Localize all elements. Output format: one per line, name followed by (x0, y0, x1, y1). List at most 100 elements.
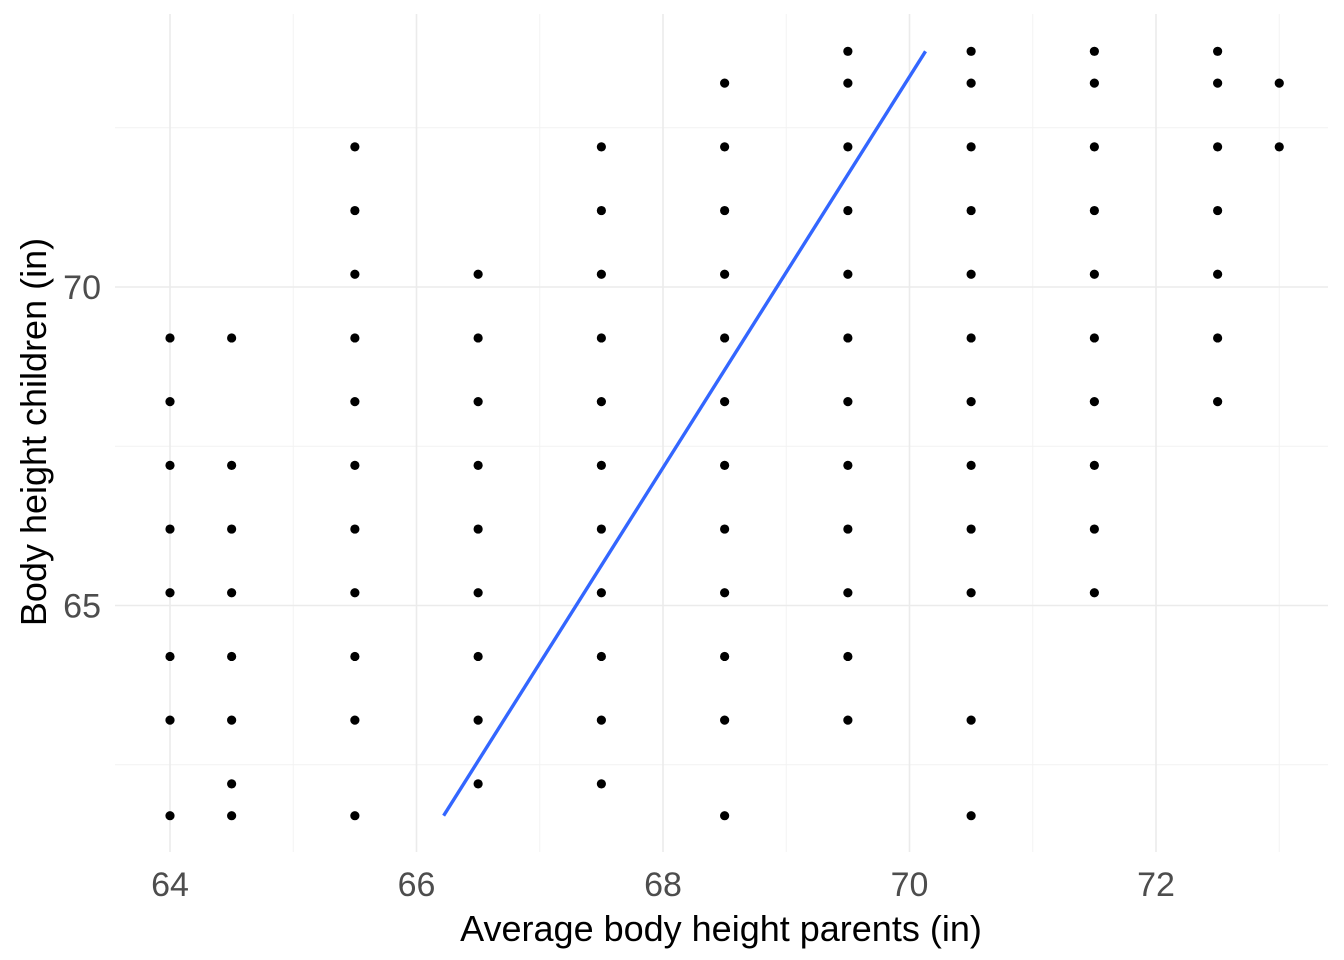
data-point (473, 715, 483, 725)
data-point (720, 269, 730, 279)
data-point (165, 333, 175, 343)
data-point (966, 460, 976, 470)
data-point (720, 205, 730, 216)
x-tick-label: 66 (398, 866, 436, 904)
data-point (1089, 588, 1099, 598)
data-point (1089, 333, 1099, 343)
x-tick-label: 72 (1137, 866, 1175, 904)
data-point (227, 524, 237, 534)
data-point (1089, 78, 1099, 88)
data-point (227, 811, 237, 821)
data-point (350, 651, 360, 662)
data-point (165, 715, 175, 725)
data-point (1274, 142, 1284, 152)
data-point (227, 460, 237, 470)
data-point (1213, 46, 1223, 56)
data-point (596, 588, 606, 598)
grid (115, 14, 1328, 852)
data-point (966, 333, 976, 343)
data-point (350, 460, 360, 470)
y-tick-label: 70 (63, 269, 101, 307)
data-point (1089, 460, 1099, 470)
data-point (843, 715, 853, 725)
data-point (843, 588, 853, 598)
data-point (596, 205, 606, 216)
x-tick-label: 64 (151, 866, 189, 904)
data-point (596, 779, 606, 789)
data-point (1089, 205, 1099, 216)
data-point (1213, 78, 1223, 88)
data-point (843, 333, 853, 343)
x-tick-label: 68 (644, 866, 682, 904)
data-point (720, 333, 730, 343)
data-point (596, 142, 606, 152)
data-point (843, 78, 853, 88)
data-point (1213, 269, 1223, 279)
data-point (720, 811, 730, 821)
data-point (1089, 142, 1099, 152)
data-point (720, 715, 730, 725)
data-point (720, 524, 730, 534)
data-point (596, 397, 606, 407)
x-tick-labels: 64 66 68 70 72 (151, 866, 1175, 904)
data-point (165, 588, 175, 598)
data-point (596, 333, 606, 343)
data-point (843, 269, 853, 279)
data-point (1089, 397, 1099, 407)
data-point (966, 715, 976, 725)
y-axis-title: Body height children (in) (13, 238, 54, 626)
data-point (966, 269, 976, 279)
data-point (1213, 333, 1223, 343)
data-point (596, 269, 606, 279)
data-point (473, 779, 483, 789)
data-point (966, 46, 976, 56)
data-point (720, 142, 730, 152)
data-point (843, 524, 853, 534)
data-point (596, 460, 606, 470)
data-point (843, 46, 853, 56)
data-point (843, 460, 853, 470)
trend-line (442, 50, 927, 817)
data-point (596, 715, 606, 725)
x-tick-label: 70 (891, 866, 929, 904)
data-point (165, 397, 175, 407)
trend-line-group (442, 50, 927, 817)
data-point (720, 460, 730, 470)
data-point (843, 142, 853, 152)
data-point (350, 205, 360, 216)
data-point (165, 811, 175, 821)
data-point (843, 205, 853, 216)
x-axis-title: Average body height parents (in) (460, 908, 982, 949)
data-point (966, 78, 976, 88)
data-point (1213, 205, 1223, 216)
data-point (843, 651, 853, 662)
data-point (350, 588, 360, 598)
data-point (165, 651, 175, 662)
data-point (350, 142, 360, 152)
data-point (165, 460, 175, 470)
data-point (227, 651, 237, 662)
data-point (473, 651, 483, 662)
data-point (966, 588, 976, 598)
data-point (350, 333, 360, 343)
data-point (473, 524, 483, 534)
data-point (350, 811, 360, 821)
data-points (165, 46, 1284, 821)
data-point (1213, 397, 1223, 407)
data-point (966, 205, 976, 216)
y-tick-labels: 65 70 (63, 269, 101, 626)
data-point (350, 524, 360, 534)
data-point (227, 333, 237, 343)
data-point (1274, 78, 1284, 88)
data-point (350, 715, 360, 725)
data-point (966, 142, 976, 152)
data-point (1089, 524, 1099, 534)
data-point (1089, 269, 1099, 279)
data-point (720, 651, 730, 662)
data-point (720, 78, 730, 88)
data-point (1089, 46, 1099, 56)
data-point (720, 397, 730, 407)
data-point (1213, 142, 1223, 152)
data-point (473, 333, 483, 343)
